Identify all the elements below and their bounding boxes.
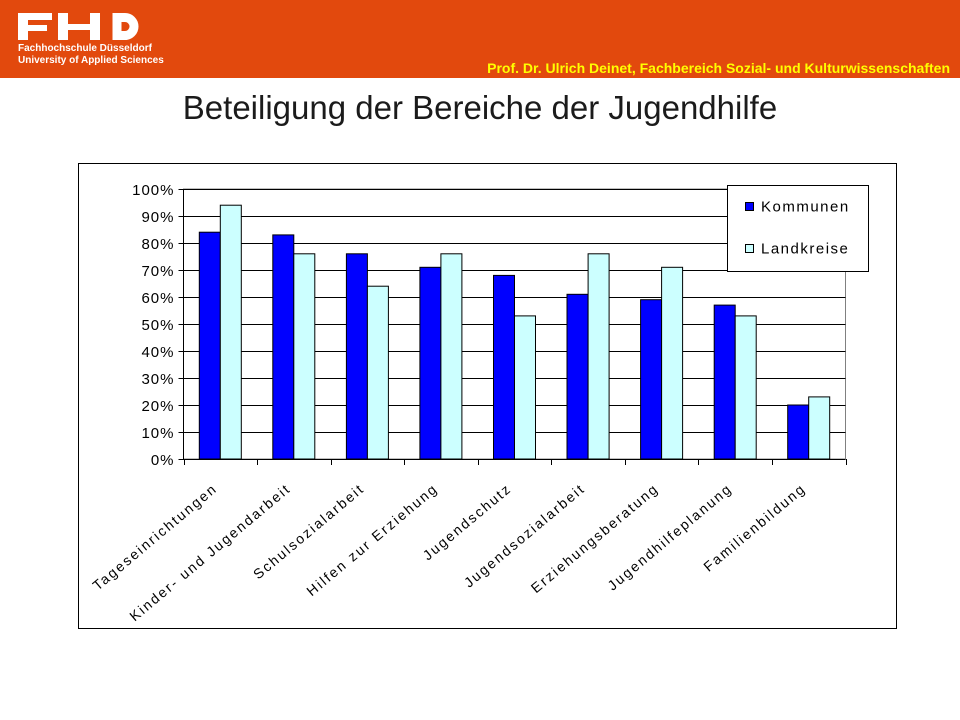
y-tick-label: 100% <box>132 182 174 199</box>
author-line: Prof. Dr. Ulrich Deinet, Fachbereich Soz… <box>487 60 950 76</box>
y-tick-label: 30% <box>141 371 174 388</box>
bar-landkreise-5 <box>514 315 536 460</box>
y-tick-label: 0% <box>151 452 175 469</box>
legend-swatch <box>745 244 754 253</box>
y-tick-label: 70% <box>141 263 174 280</box>
institution-name: Fachhochschule Düsseldorf <box>18 43 152 54</box>
bar-kommunen-7 <box>640 299 663 460</box>
x-tick-label: Jugendhilfeplanung <box>604 480 735 593</box>
y-tick-label: 40% <box>141 344 174 361</box>
bar-landkreise-3 <box>366 285 389 460</box>
y-tick-label: 90% <box>141 209 174 226</box>
bar-kommunen-8 <box>713 304 736 460</box>
y-tick-label: 50% <box>141 317 174 334</box>
y-tick-label: 20% <box>141 398 174 415</box>
x-tick-label: Jugendsozialarbeit <box>461 480 588 590</box>
x-tick-label: Erziehungsberatung <box>528 480 662 596</box>
y-tick-label: 80% <box>141 236 174 253</box>
bar-kommunen-2 <box>272 234 295 460</box>
bar-kommunen-4 <box>419 266 442 460</box>
y-tick-label: 10% <box>141 425 174 442</box>
bar-kommunen-9 <box>787 404 810 460</box>
bar-kommunen-3 <box>345 253 368 460</box>
fhd-logo <box>18 13 139 40</box>
bar-landkreise-6 <box>587 253 610 460</box>
bar-landkreise-7 <box>661 266 684 460</box>
legend-box <box>727 185 869 272</box>
bar-kommunen-5 <box>493 274 515 460</box>
bar-landkreise-9 <box>808 396 831 460</box>
bar-kommunen-1 <box>198 231 221 460</box>
legend-label: Kommunen <box>761 199 850 216</box>
legend-swatch <box>745 202 754 211</box>
x-tick-label: Hilfen zur Erziehung <box>303 480 440 599</box>
legend-label: Landkreise <box>761 241 849 258</box>
bar-landkreise-1 <box>219 204 242 460</box>
x-tick-label: Kinder- und Jugendarbeit <box>126 480 294 624</box>
institution-subtitle: University of Applied Sciences <box>18 55 164 66</box>
x-tick-label: Tageseinrichtungen <box>89 480 220 593</box>
slide-title: Beteiligung der Bereiche der Jugendhilfe <box>182 89 778 126</box>
bar-chart: 0% 10% 20% 30% 40% 50% 60% 70% 80% 90% 100% Tagesei… <box>89 182 869 624</box>
y-tick-label: 60% <box>141 290 174 307</box>
chart-frame: 0% 10% 20% 30% 40% 50% 60% 70% 80% 90% 100% Tagesei… <box>78 163 897 629</box>
bar-landkreise-4 <box>440 253 463 460</box>
header-bar: Fachhochschule Düsseldorf University of … <box>0 0 960 78</box>
bar-landkreise-8 <box>734 315 757 460</box>
bar-kommunen-6 <box>566 293 589 460</box>
chart-legend: Kommunen Landkreise <box>727 185 869 272</box>
bar-landkreise-2 <box>293 253 316 460</box>
